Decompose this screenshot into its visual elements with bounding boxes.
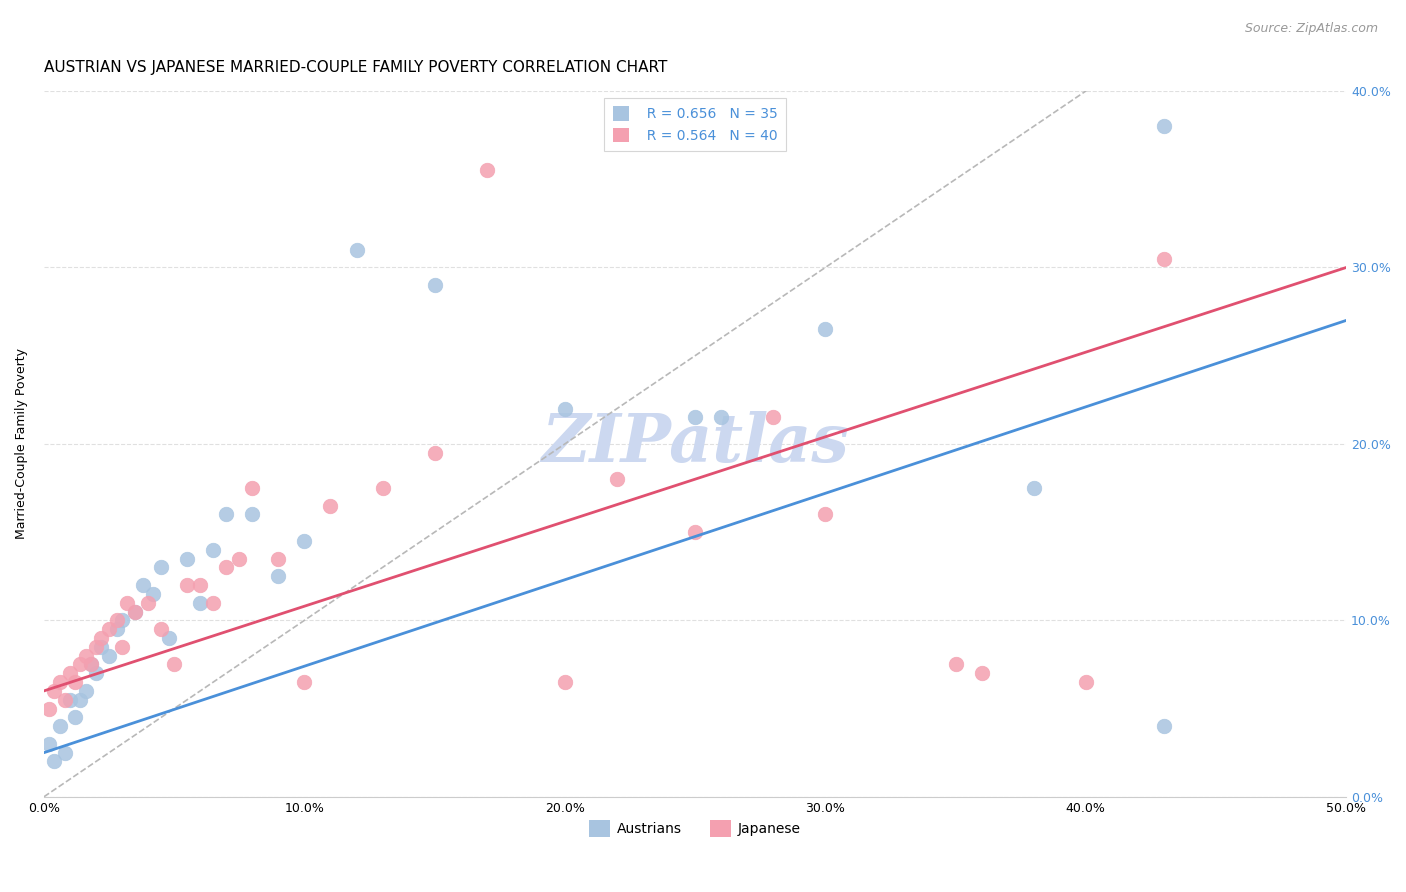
Point [105,613,128,627]
Point [59,692,82,706]
Point [117,596,139,610]
Point [53,692,76,706]
Point [1153,719,1175,733]
Point [69,692,91,706]
Point [124,605,146,619]
Point [136,596,159,610]
Point [124,605,146,619]
Point [240,481,263,495]
Point [163,657,186,672]
Point [423,446,446,460]
Point [105,622,128,636]
Point [176,578,198,592]
Point [111,613,134,627]
Point [142,587,165,601]
Point [44,755,66,769]
Point [1153,252,1175,266]
Point [970,666,993,681]
Point [762,410,785,425]
Point [98,648,121,663]
Point [814,508,837,522]
Point [38,737,60,751]
Point [157,631,180,645]
Point [215,508,238,522]
Point [710,410,733,425]
Point [188,578,211,592]
Point [945,657,967,672]
Point [84,640,107,654]
Point [423,278,446,293]
Point [215,560,238,574]
Point [80,657,103,672]
Y-axis label: Married-Couple Family Poverty: Married-Couple Family Poverty [15,349,28,540]
Point [202,596,225,610]
Point [90,631,112,645]
Point [319,499,342,513]
Point [84,666,107,681]
Point [176,551,198,566]
Point [1022,481,1045,495]
Point [228,551,250,566]
Point [554,675,576,690]
Text: Source: ZipAtlas.com: Source: ZipAtlas.com [1244,22,1378,36]
Point [1074,675,1097,690]
Point [606,472,628,486]
Point [111,640,134,654]
Point [346,243,368,257]
Point [371,481,394,495]
Text: AUSTRIAN VS JAPANESE MARRIED-COUPLE FAMILY POVERTY CORRELATION CHART: AUSTRIAN VS JAPANESE MARRIED-COUPLE FAMI… [44,60,668,75]
Point [1153,120,1175,134]
Point [44,684,66,698]
Point [267,551,290,566]
Point [59,666,82,681]
Point [38,701,60,715]
Point [48,719,70,733]
Point [75,648,97,663]
Point [150,560,173,574]
Point [80,657,103,672]
Point [132,578,155,592]
Point [188,596,211,610]
Point [683,525,706,540]
Point [98,622,121,636]
Legend: Austrians, Japanese: Austrians, Japanese [583,814,806,843]
Point [475,163,498,178]
Point [48,675,70,690]
Point [53,746,76,760]
Point [554,401,576,416]
Point [90,640,112,654]
Point [65,675,87,690]
Point [294,675,316,690]
Point [814,322,837,336]
Point [294,533,316,548]
Point [75,684,97,698]
Point [65,710,87,724]
Point [240,508,263,522]
Text: ZIPatlas: ZIPatlas [541,411,849,476]
Point [683,410,706,425]
Point [267,569,290,583]
Point [202,542,225,557]
Point [150,622,173,636]
Point [69,657,91,672]
